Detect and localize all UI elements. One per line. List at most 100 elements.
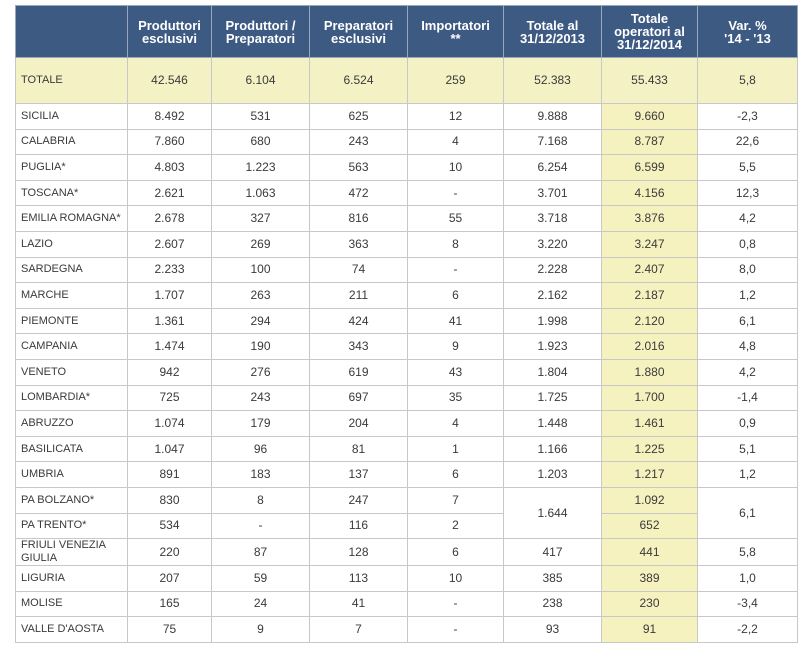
- cell: 211: [309, 282, 408, 309]
- cell: 891: [127, 461, 212, 488]
- cell: 3.701: [503, 179, 602, 207]
- cell: -1,4: [697, 384, 798, 412]
- cell: 2.228: [503, 256, 602, 284]
- cell: 1.217: [601, 461, 698, 488]
- cell: 4.803: [127, 154, 212, 181]
- cell: -2,2: [697, 616, 798, 643]
- cell: 7.860: [127, 128, 212, 156]
- cell: 5,5: [697, 154, 798, 181]
- cell: 1.880: [601, 358, 698, 386]
- cell: 9: [211, 616, 310, 643]
- header-cell: Var. % '14 - '13: [697, 5, 798, 58]
- cell: 3.718: [503, 205, 602, 232]
- cell: 247: [309, 486, 408, 514]
- cell: 243: [309, 128, 408, 156]
- cell: 9.660: [601, 103, 698, 130]
- cell: 35: [407, 384, 504, 412]
- data-row: BASILICATA 1.047 96 81 1 1.166 1.225 5,1: [15, 435, 798, 463]
- header-cell: Produttori / Preparatori: [211, 5, 310, 58]
- cell: 2.407: [601, 256, 698, 284]
- cell: 137: [309, 461, 408, 488]
- cell: 22,6: [697, 128, 798, 156]
- cell: 1.203: [503, 461, 602, 488]
- cell: 417: [503, 538, 602, 567]
- cell: 113: [309, 565, 408, 592]
- region-name: PA TRENTO*: [15, 512, 128, 540]
- cell: 5,1: [697, 435, 798, 463]
- cell: 1.047: [127, 435, 212, 463]
- data-row: SARDEGNA 2.233 100 74-2.228 2.407 8,0: [15, 256, 798, 284]
- cell: 2.233: [127, 256, 212, 284]
- cell: 4.156: [601, 179, 698, 207]
- cell: 472: [309, 179, 408, 207]
- data-row: MOLISE 165 24 41-238 230 -3,4: [15, 590, 798, 618]
- header-row: Produttori esclusivi Produttori / Prepara…: [15, 5, 798, 58]
- header-cell: Produttori esclusivi: [127, 5, 212, 58]
- cell: 363: [309, 230, 408, 258]
- cell: 1.361: [127, 307, 212, 335]
- data-row: PUGLIA* 4.803 1.223 563 10 6.254 6.599 5,5: [15, 154, 798, 181]
- cell: 563: [309, 154, 408, 181]
- cell: 0,9: [697, 410, 798, 437]
- data-row: PIEMONTE 1.361 294 424 41 1.998 2.120 6,1: [15, 307, 798, 335]
- cell: 830: [127, 486, 212, 514]
- cell: 7: [407, 486, 504, 514]
- cell: -: [407, 616, 504, 643]
- data-table: Produttori esclusivi Produttori / Prepara…: [15, 5, 798, 643]
- cell: 1,0: [697, 565, 798, 592]
- cell: 2.607: [127, 230, 212, 258]
- cell: 652: [601, 512, 698, 540]
- cell: 1.063: [211, 179, 310, 207]
- cell: -: [407, 256, 504, 284]
- cell: -3,4: [697, 590, 798, 618]
- cell: 327: [211, 205, 310, 232]
- cell: 52.383: [503, 57, 602, 104]
- header-cell: Totale al 31/12/2013: [503, 5, 602, 58]
- data-row: LOMBARDIA* 725 243 697 35 1.725 1.700 -1,4: [15, 384, 798, 412]
- data-row: UMBRIA 891 183 137 6 1.203 1.217 1,2: [15, 461, 798, 488]
- cell: 5,8: [697, 57, 798, 104]
- region-name: LAZIO: [15, 230, 128, 258]
- cell: 2.120: [601, 307, 698, 335]
- cell: 1.223: [211, 154, 310, 181]
- region-name: SARDEGNA: [15, 256, 128, 284]
- cell: 3.876: [601, 205, 698, 232]
- cell: 55.433: [601, 57, 698, 104]
- cell: 1: [407, 435, 504, 463]
- cell: 74: [309, 256, 408, 284]
- total-row: TOTALE 42.546 6.104 6.524 259 52.383 55.433 5,8: [15, 57, 798, 104]
- cell: 942: [127, 358, 212, 386]
- data-row: VALLE D'AOSTA 75 9 7-93 91 -2,2: [15, 616, 798, 643]
- cell: 116: [309, 512, 408, 540]
- region-name: CALABRIA: [15, 128, 128, 156]
- data-row: EMILIA ROMAGNA* 2.678 327 816 55 3.718 3.876 4,…: [15, 205, 798, 232]
- cell: -2,3: [697, 103, 798, 130]
- cell: 7: [309, 616, 408, 643]
- data-row: LIGURIA 207 59 113 10 385 389 1,0: [15, 565, 798, 592]
- cell: 207: [127, 565, 212, 592]
- cell: 1.448: [503, 410, 602, 437]
- cell: 1.998: [503, 307, 602, 335]
- cell: 96: [211, 435, 310, 463]
- cell: 6,1: [697, 486, 798, 540]
- cell: 6: [407, 461, 504, 488]
- region-name: TOSCANA*: [15, 179, 128, 207]
- cell: 230: [601, 590, 698, 618]
- region-name: FRIULI VENEZIA GIULIA: [15, 538, 128, 567]
- cell: -: [407, 590, 504, 618]
- cell: 220: [127, 538, 212, 567]
- cell: 263: [211, 282, 310, 309]
- cell: 10: [407, 565, 504, 592]
- data-row: CAMPANIA 1.474 190 343 9 1.923 2.016 4,8: [15, 333, 798, 360]
- cell: 1.092: [601, 486, 698, 514]
- cell: 9: [407, 333, 504, 360]
- header-cell: [15, 5, 128, 58]
- cell: 8,0: [697, 256, 798, 284]
- cell: 190: [211, 333, 310, 360]
- region-name: TOTALE: [15, 57, 128, 104]
- cell: 4: [407, 410, 504, 437]
- cell: 385: [503, 565, 602, 592]
- data-row: MARCHE 1.707 263 211 6 2.162 2.187 1,2: [15, 282, 798, 309]
- region-name: SICILIA: [15, 103, 128, 130]
